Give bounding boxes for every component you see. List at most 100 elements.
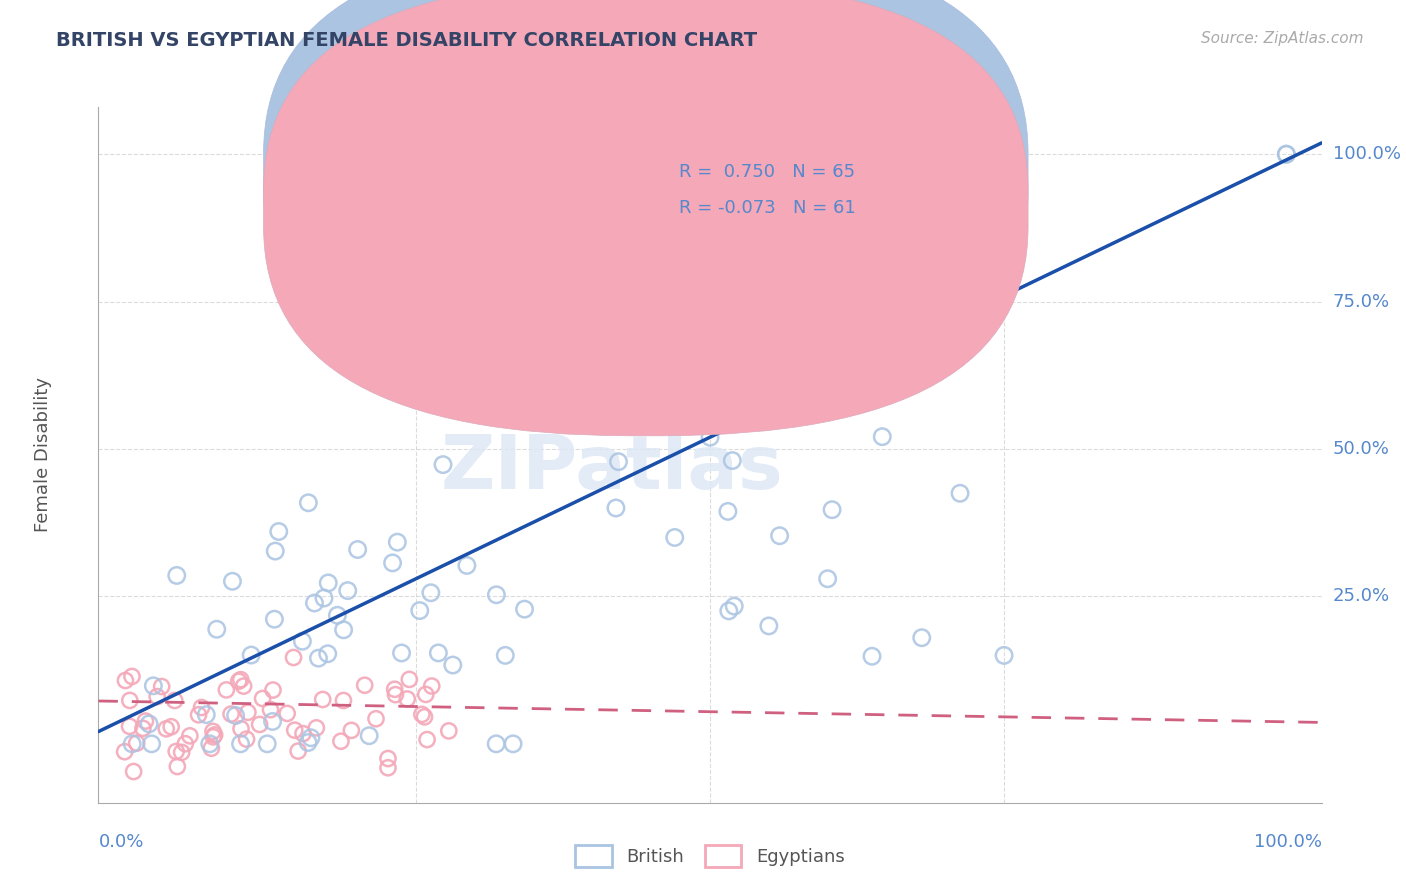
Point bbox=[316, 575, 339, 590]
Legend: British, Egyptians: British, Egyptians bbox=[568, 838, 852, 874]
Point bbox=[1275, 147, 1298, 161]
Point bbox=[502, 737, 524, 751]
Point bbox=[911, 631, 934, 645]
Point bbox=[332, 623, 354, 637]
Point bbox=[165, 744, 187, 758]
Point bbox=[215, 682, 238, 697]
Point bbox=[262, 683, 284, 698]
Point bbox=[146, 690, 169, 704]
Point bbox=[359, 729, 381, 743]
Point bbox=[316, 647, 339, 661]
Point bbox=[607, 455, 630, 469]
Point bbox=[264, 544, 287, 558]
Point bbox=[432, 458, 454, 472]
Point bbox=[419, 586, 441, 600]
Point bbox=[513, 602, 536, 616]
Point bbox=[166, 759, 188, 773]
Point bbox=[384, 688, 406, 702]
Point bbox=[142, 679, 165, 693]
Point bbox=[201, 724, 224, 739]
Point bbox=[993, 648, 1015, 663]
Point bbox=[259, 703, 281, 717]
Point bbox=[409, 604, 432, 618]
Point bbox=[256, 737, 278, 751]
Point bbox=[229, 722, 252, 736]
Point bbox=[267, 524, 290, 539]
Point bbox=[114, 673, 136, 688]
Point bbox=[229, 737, 252, 751]
Text: 100.0%: 100.0% bbox=[1333, 145, 1400, 163]
Point bbox=[228, 674, 250, 689]
Point bbox=[263, 612, 285, 626]
Point bbox=[336, 583, 359, 598]
Point bbox=[441, 658, 464, 673]
Point bbox=[118, 719, 141, 733]
Point bbox=[949, 486, 972, 500]
Point bbox=[717, 504, 740, 518]
Point bbox=[717, 604, 740, 618]
Point bbox=[252, 691, 274, 706]
Point bbox=[699, 430, 721, 444]
Text: Female Disability: Female Disability bbox=[34, 377, 52, 533]
Point bbox=[415, 688, 437, 702]
Point bbox=[353, 678, 375, 692]
Point bbox=[381, 556, 404, 570]
Point bbox=[138, 717, 160, 731]
Point bbox=[377, 751, 399, 765]
Point bbox=[817, 572, 839, 586]
FancyBboxPatch shape bbox=[263, 0, 1028, 436]
Point bbox=[121, 737, 143, 751]
Text: 75.0%: 75.0% bbox=[1333, 293, 1391, 310]
Point bbox=[387, 535, 409, 549]
Point bbox=[329, 734, 352, 748]
Point bbox=[134, 714, 156, 728]
Point bbox=[125, 736, 148, 750]
FancyBboxPatch shape bbox=[606, 131, 1010, 235]
Point bbox=[723, 599, 745, 614]
Point bbox=[1275, 147, 1298, 161]
Point bbox=[232, 679, 254, 693]
Point bbox=[299, 731, 322, 745]
Text: R =  0.750   N = 65: R = 0.750 N = 65 bbox=[679, 163, 856, 181]
Point bbox=[229, 673, 252, 687]
Point bbox=[202, 730, 225, 744]
Point bbox=[821, 502, 844, 516]
Point bbox=[605, 500, 627, 515]
Point bbox=[416, 732, 439, 747]
Point bbox=[174, 737, 197, 751]
Point bbox=[396, 692, 419, 706]
Point bbox=[411, 707, 433, 722]
Point bbox=[179, 729, 201, 743]
Point bbox=[391, 646, 413, 660]
Text: 25.0%: 25.0% bbox=[1333, 588, 1391, 606]
Point bbox=[225, 708, 247, 723]
Point bbox=[114, 745, 136, 759]
Point bbox=[485, 588, 508, 602]
Point bbox=[384, 682, 406, 697]
Point bbox=[141, 737, 163, 751]
Point bbox=[284, 723, 307, 738]
Point bbox=[276, 706, 298, 721]
Point bbox=[205, 622, 228, 636]
Point bbox=[160, 720, 183, 734]
Point bbox=[163, 693, 186, 707]
Point bbox=[118, 693, 141, 707]
Point bbox=[872, 430, 894, 444]
Point bbox=[494, 648, 516, 663]
Text: 100.0%: 100.0% bbox=[1254, 833, 1322, 851]
Text: 0.0%: 0.0% bbox=[98, 833, 143, 851]
Point bbox=[346, 542, 368, 557]
Point bbox=[122, 764, 145, 779]
Point bbox=[523, 289, 546, 303]
Point bbox=[240, 648, 263, 662]
Point bbox=[150, 680, 173, 694]
FancyBboxPatch shape bbox=[263, 0, 1028, 400]
Point bbox=[219, 707, 242, 722]
Point bbox=[398, 673, 420, 687]
Point bbox=[413, 710, 436, 724]
Point bbox=[297, 496, 319, 510]
Point bbox=[235, 732, 257, 747]
Text: BRITISH VS EGYPTIAN FEMALE DISABILITY CORRELATION CHART: BRITISH VS EGYPTIAN FEMALE DISABILITY CO… bbox=[56, 31, 758, 50]
Point bbox=[308, 651, 330, 665]
Point bbox=[297, 735, 319, 749]
